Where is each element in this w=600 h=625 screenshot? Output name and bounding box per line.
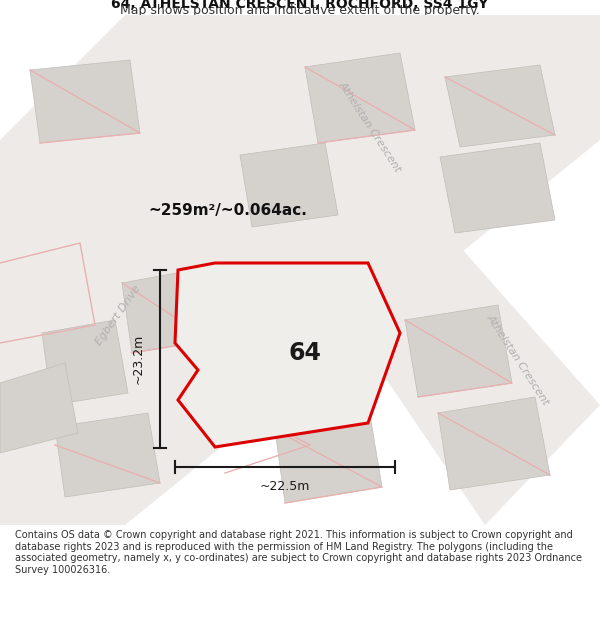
Polygon shape [122,269,210,353]
Text: Athelstan Crescent: Athelstan Crescent [337,80,403,174]
Polygon shape [42,320,128,405]
Text: Egbert Drive: Egbert Drive [94,283,142,347]
Text: 64, ATHELSTAN CRESCENT, ROCHFORD, SS4 1GY: 64, ATHELSTAN CRESCENT, ROCHFORD, SS4 1G… [112,0,488,11]
Text: Map shows position and indicative extent of the property.: Map shows position and indicative extent… [120,4,480,17]
Polygon shape [240,143,338,227]
Polygon shape [275,415,382,503]
Text: ~22.5m: ~22.5m [260,481,310,494]
Text: Athelstan Crescent: Athelstan Crescent [485,313,551,407]
Polygon shape [305,53,415,143]
Polygon shape [440,143,555,233]
Polygon shape [438,397,550,490]
Text: 64: 64 [289,341,322,365]
Polygon shape [0,15,600,525]
Polygon shape [0,363,78,453]
Text: Contains OS data © Crown copyright and database right 2021. This information is : Contains OS data © Crown copyright and d… [15,530,582,575]
Polygon shape [140,15,600,525]
Polygon shape [30,60,140,143]
Polygon shape [55,413,160,497]
Polygon shape [405,305,512,397]
Text: ~259m²/~0.064ac.: ~259m²/~0.064ac. [148,202,307,217]
Polygon shape [175,263,400,447]
Text: ~23.2m: ~23.2m [131,334,145,384]
Polygon shape [445,65,555,147]
